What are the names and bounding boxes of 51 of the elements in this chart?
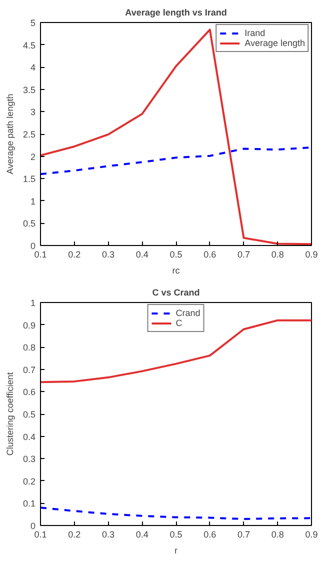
chart-title: Average length vs Irand [125, 8, 227, 18]
y-tick-label: 1 [30, 298, 36, 308]
y-tick-label: 3 [30, 107, 36, 118]
x-tick-label: 0.7 [237, 250, 250, 260]
x-tick-label: 0.2 [68, 530, 81, 540]
x-tick-label: 0.6 [204, 250, 216, 260]
legend-label: Crand [176, 308, 200, 318]
y-tick-label: 2.5 [22, 130, 36, 140]
y-tick-label: 0.5 [22, 410, 36, 420]
y-tick-label: 4.5 [22, 40, 36, 50]
y-tick-label: 0.6 [22, 387, 36, 398]
y-tick-label: 0.1 [22, 498, 36, 509]
x-tick-label: 0.3 [102, 250, 115, 260]
legend-label: Irand [244, 28, 266, 38]
x-tick-label: 0.8 [271, 250, 284, 260]
y-tick-label: 0.9 [22, 320, 36, 330]
chart-title: C vs Crand [152, 288, 200, 298]
y-tick-label: 4 [30, 62, 36, 73]
x-tick-label: 0.7 [237, 530, 250, 540]
x-tick-label: 0.5 [170, 530, 182, 540]
x-tick-label: 0.6 [204, 530, 216, 540]
y-axis-title: Average path length [4, 94, 15, 174]
x-tick-label: 0.3 [102, 530, 115, 540]
y-tick-label: 0.2 [22, 476, 36, 486]
x-tick-label: 0.4 [136, 530, 148, 540]
y-tick-label: 0.7 [22, 364, 36, 375]
y-tick-label: 0.4 [22, 432, 36, 442]
x-tick-label: 0.4 [136, 250, 148, 260]
y-tick-label: 1.5 [22, 174, 36, 184]
y-tick-label: 0.5 [22, 218, 36, 229]
x-tick-label: 0.9 [305, 530, 318, 540]
x-tick-label: 0.9 [305, 250, 318, 260]
x-tick-label: 0.8 [271, 530, 284, 540]
legend-label: Average length [244, 38, 305, 48]
y-tick-label: 5 [30, 18, 36, 28]
line-series [40, 506, 312, 520]
legend-label: C [176, 318, 184, 328]
y-tick-label: 2 [30, 152, 36, 162]
x-axis-title: r [174, 546, 178, 556]
x-tick-label: 0.2 [68, 250, 81, 260]
y-tick-label: 0 [30, 521, 36, 531]
y-tick-label: 1 [30, 196, 36, 206]
line-series [40, 146, 312, 176]
y-tick-label: 0 [30, 241, 36, 251]
line-series [40, 319, 312, 384]
y-axis-title: Clustering coefficient [4, 372, 15, 456]
y-tick-label: 0.3 [22, 454, 36, 464]
x-axis-title: rc [172, 266, 180, 276]
x-tick-label: 0.5 [170, 250, 182, 260]
y-tick-label: 0.8 [22, 342, 36, 353]
y-tick-label: 3.5 [22, 84, 36, 95]
